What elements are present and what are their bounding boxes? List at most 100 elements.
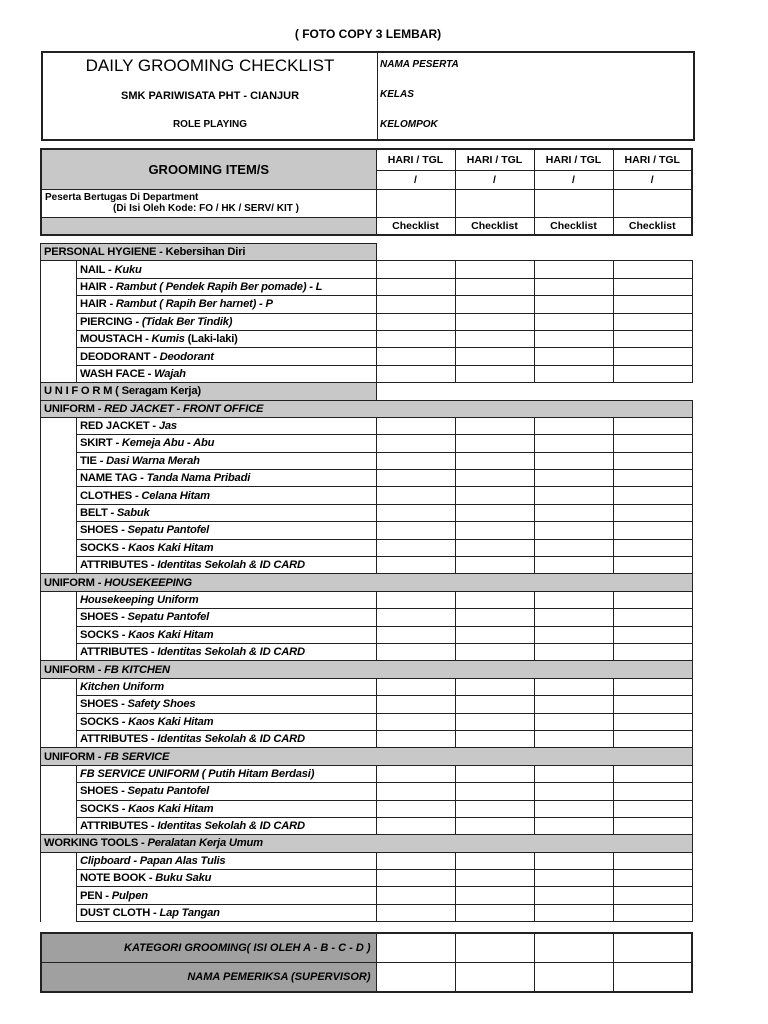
checklist-cell[interactable] [534,312,614,331]
checklist-cell[interactable] [613,416,693,436]
checklist-cell[interactable] [455,590,535,610]
checklist-cell[interactable] [455,434,535,453]
checklist-cell[interactable] [534,295,614,314]
checklist-cell[interactable] [534,677,614,697]
checklist-cell[interactable] [455,556,535,575]
checklist-cell[interactable] [376,347,456,366]
department-cell[interactable] [454,188,535,218]
checklist-cell[interactable] [613,556,693,575]
group-field[interactable]: KELOMPOK [380,119,438,130]
checklist-cell[interactable] [613,295,693,314]
checklist-cell[interactable] [534,590,614,610]
checklist-cell[interactable] [455,503,535,523]
date-cell[interactable]: / [454,169,535,190]
checklist-cell[interactable] [376,521,456,540]
checklist-cell[interactable] [455,851,535,871]
checklist-cell[interactable] [613,677,693,697]
checklist-cell[interactable] [613,886,693,905]
checklist-cell[interactable] [613,260,693,279]
checklist-cell[interactable] [376,434,456,453]
checklist-cell[interactable] [613,851,693,871]
checklist-cell[interactable] [613,469,693,488]
checklist-cell[interactable] [613,729,693,749]
checklist-cell[interactable] [534,521,614,540]
checklist-cell[interactable] [376,416,456,436]
checklist-cell[interactable] [534,260,614,279]
checklist-cell[interactable] [376,677,456,697]
checklist-cell[interactable] [376,869,456,888]
checklist-cell[interactable] [534,277,614,297]
checklist-cell[interactable] [455,782,535,801]
checklist-cell[interactable] [376,642,456,662]
checklist-cell[interactable] [613,903,693,923]
checklist-cell[interactable] [455,277,535,297]
checklist-cell[interactable] [376,764,456,784]
checklist-cell[interactable] [376,782,456,801]
category-cell[interactable] [454,932,535,963]
checklist-cell[interactable] [376,729,456,749]
checklist-cell[interactable] [455,329,535,349]
checklist-cell[interactable] [376,816,456,836]
checklist-cell[interactable] [376,903,456,923]
checklist-cell[interactable] [613,329,693,349]
checklist-cell[interactable] [534,451,614,471]
checklist-cell[interactable] [613,799,693,818]
checklist-cell[interactable] [613,312,693,331]
checklist-cell[interactable] [376,590,456,610]
checklist-cell[interactable] [376,556,456,575]
checklist-cell[interactable] [534,886,614,905]
checklist-cell[interactable] [376,364,456,384]
date-cell[interactable]: / [533,169,614,190]
checklist-cell[interactable] [613,764,693,784]
checklist-cell[interactable] [455,347,535,366]
checklist-cell[interactable] [376,329,456,349]
checklist-cell[interactable] [455,642,535,662]
department-cell[interactable] [375,188,456,218]
category-cell[interactable] [533,932,614,963]
checklist-cell[interactable] [455,712,535,731]
supervisor-cell[interactable] [533,962,614,993]
checklist-cell[interactable] [613,712,693,731]
checklist-cell[interactable] [455,521,535,540]
checklist-cell[interactable] [613,869,693,888]
class-field[interactable]: KELAS [380,89,414,100]
checklist-cell[interactable] [534,903,614,923]
checklist-cell[interactable] [613,451,693,471]
checklist-cell[interactable] [376,608,456,627]
participant-name-field[interactable]: NAMA PESERTA [380,59,459,70]
checklist-cell[interactable] [534,782,614,801]
checklist-cell[interactable] [455,869,535,888]
checklist-cell[interactable] [613,503,693,523]
checklist-cell[interactable] [376,851,456,871]
checklist-cell[interactable] [613,642,693,662]
checklist-cell[interactable] [534,816,614,836]
checklist-cell[interactable] [455,608,535,627]
checklist-cell[interactable] [534,764,614,784]
checklist-cell[interactable] [455,816,535,836]
supervisor-cell[interactable] [375,962,456,993]
checklist-cell[interactable] [455,799,535,818]
checklist-cell[interactable] [455,764,535,784]
checklist-cell[interactable] [534,347,614,366]
checklist-cell[interactable] [534,469,614,488]
checklist-cell[interactable] [376,312,456,331]
checklist-cell[interactable] [613,277,693,297]
checklist-cell[interactable] [376,799,456,818]
checklist-cell[interactable] [455,886,535,905]
department-cell[interactable] [533,188,614,218]
checklist-cell[interactable] [376,538,456,558]
checklist-cell[interactable] [534,695,614,714]
checklist-cell[interactable] [455,312,535,331]
checklist-cell[interactable] [455,695,535,714]
checklist-cell[interactable] [376,277,456,297]
supervisor-cell[interactable] [454,962,535,993]
checklist-cell[interactable] [613,590,693,610]
checklist-cell[interactable] [455,486,535,505]
checklist-cell[interactable] [613,434,693,453]
category-cell[interactable] [612,932,693,963]
checklist-cell[interactable] [613,521,693,540]
checklist-cell[interactable] [613,486,693,505]
checklist-cell[interactable] [534,416,614,436]
checklist-cell[interactable] [534,642,614,662]
checklist-cell[interactable] [613,695,693,714]
